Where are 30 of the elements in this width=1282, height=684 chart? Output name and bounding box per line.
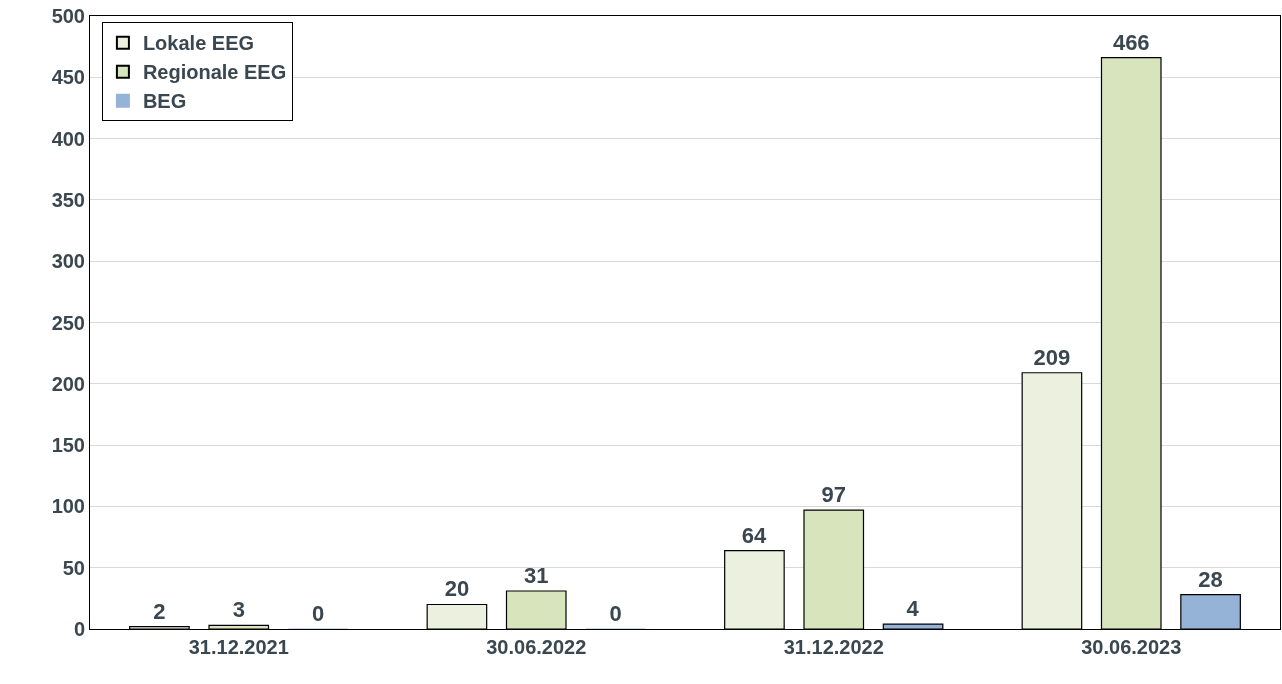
x-tick-label: 30.06.2022	[486, 636, 587, 658]
data-label: 4	[906, 596, 920, 622]
y-tick-label: 350	[51, 188, 85, 211]
data-label: 28	[1198, 566, 1223, 592]
x-tick-label: 31.12.2022	[783, 636, 884, 658]
y-tick-label: 200	[51, 372, 85, 395]
data-label: 64	[741, 522, 768, 548]
data-label: 0	[609, 601, 622, 626]
y-tick-label: 100	[51, 495, 85, 518]
data-label: 20	[444, 576, 470, 602]
x-tick-label: 31.12.2021	[188, 636, 289, 658]
legend-label: Regionale EEG	[142, 61, 287, 84]
y-tick-label: 450	[51, 66, 85, 89]
data-label: 0	[311, 601, 325, 626]
data-label: 209	[1033, 344, 1071, 370]
data-label: 97	[821, 482, 846, 508]
y-tick-label: 500	[51, 5, 85, 27]
legend-label: BEG	[142, 90, 187, 113]
data-label: 466	[1112, 29, 1150, 55]
y-tick-label: 250	[51, 311, 85, 334]
legend-label: Lokale EEG	[142, 32, 255, 55]
x-tick-label: 30.06.2023	[1081, 636, 1182, 658]
y-tick-label: 50	[62, 556, 85, 579]
data-label: 2	[153, 598, 166, 624]
data-label: 3	[232, 597, 245, 623]
y-tick-label: 300	[51, 250, 85, 273]
y-tick-label: 400	[51, 127, 85, 150]
y-tick-label: 150	[51, 434, 85, 457]
data-label: 31	[524, 562, 549, 588]
y-tick-label: 0	[73, 618, 85, 640]
